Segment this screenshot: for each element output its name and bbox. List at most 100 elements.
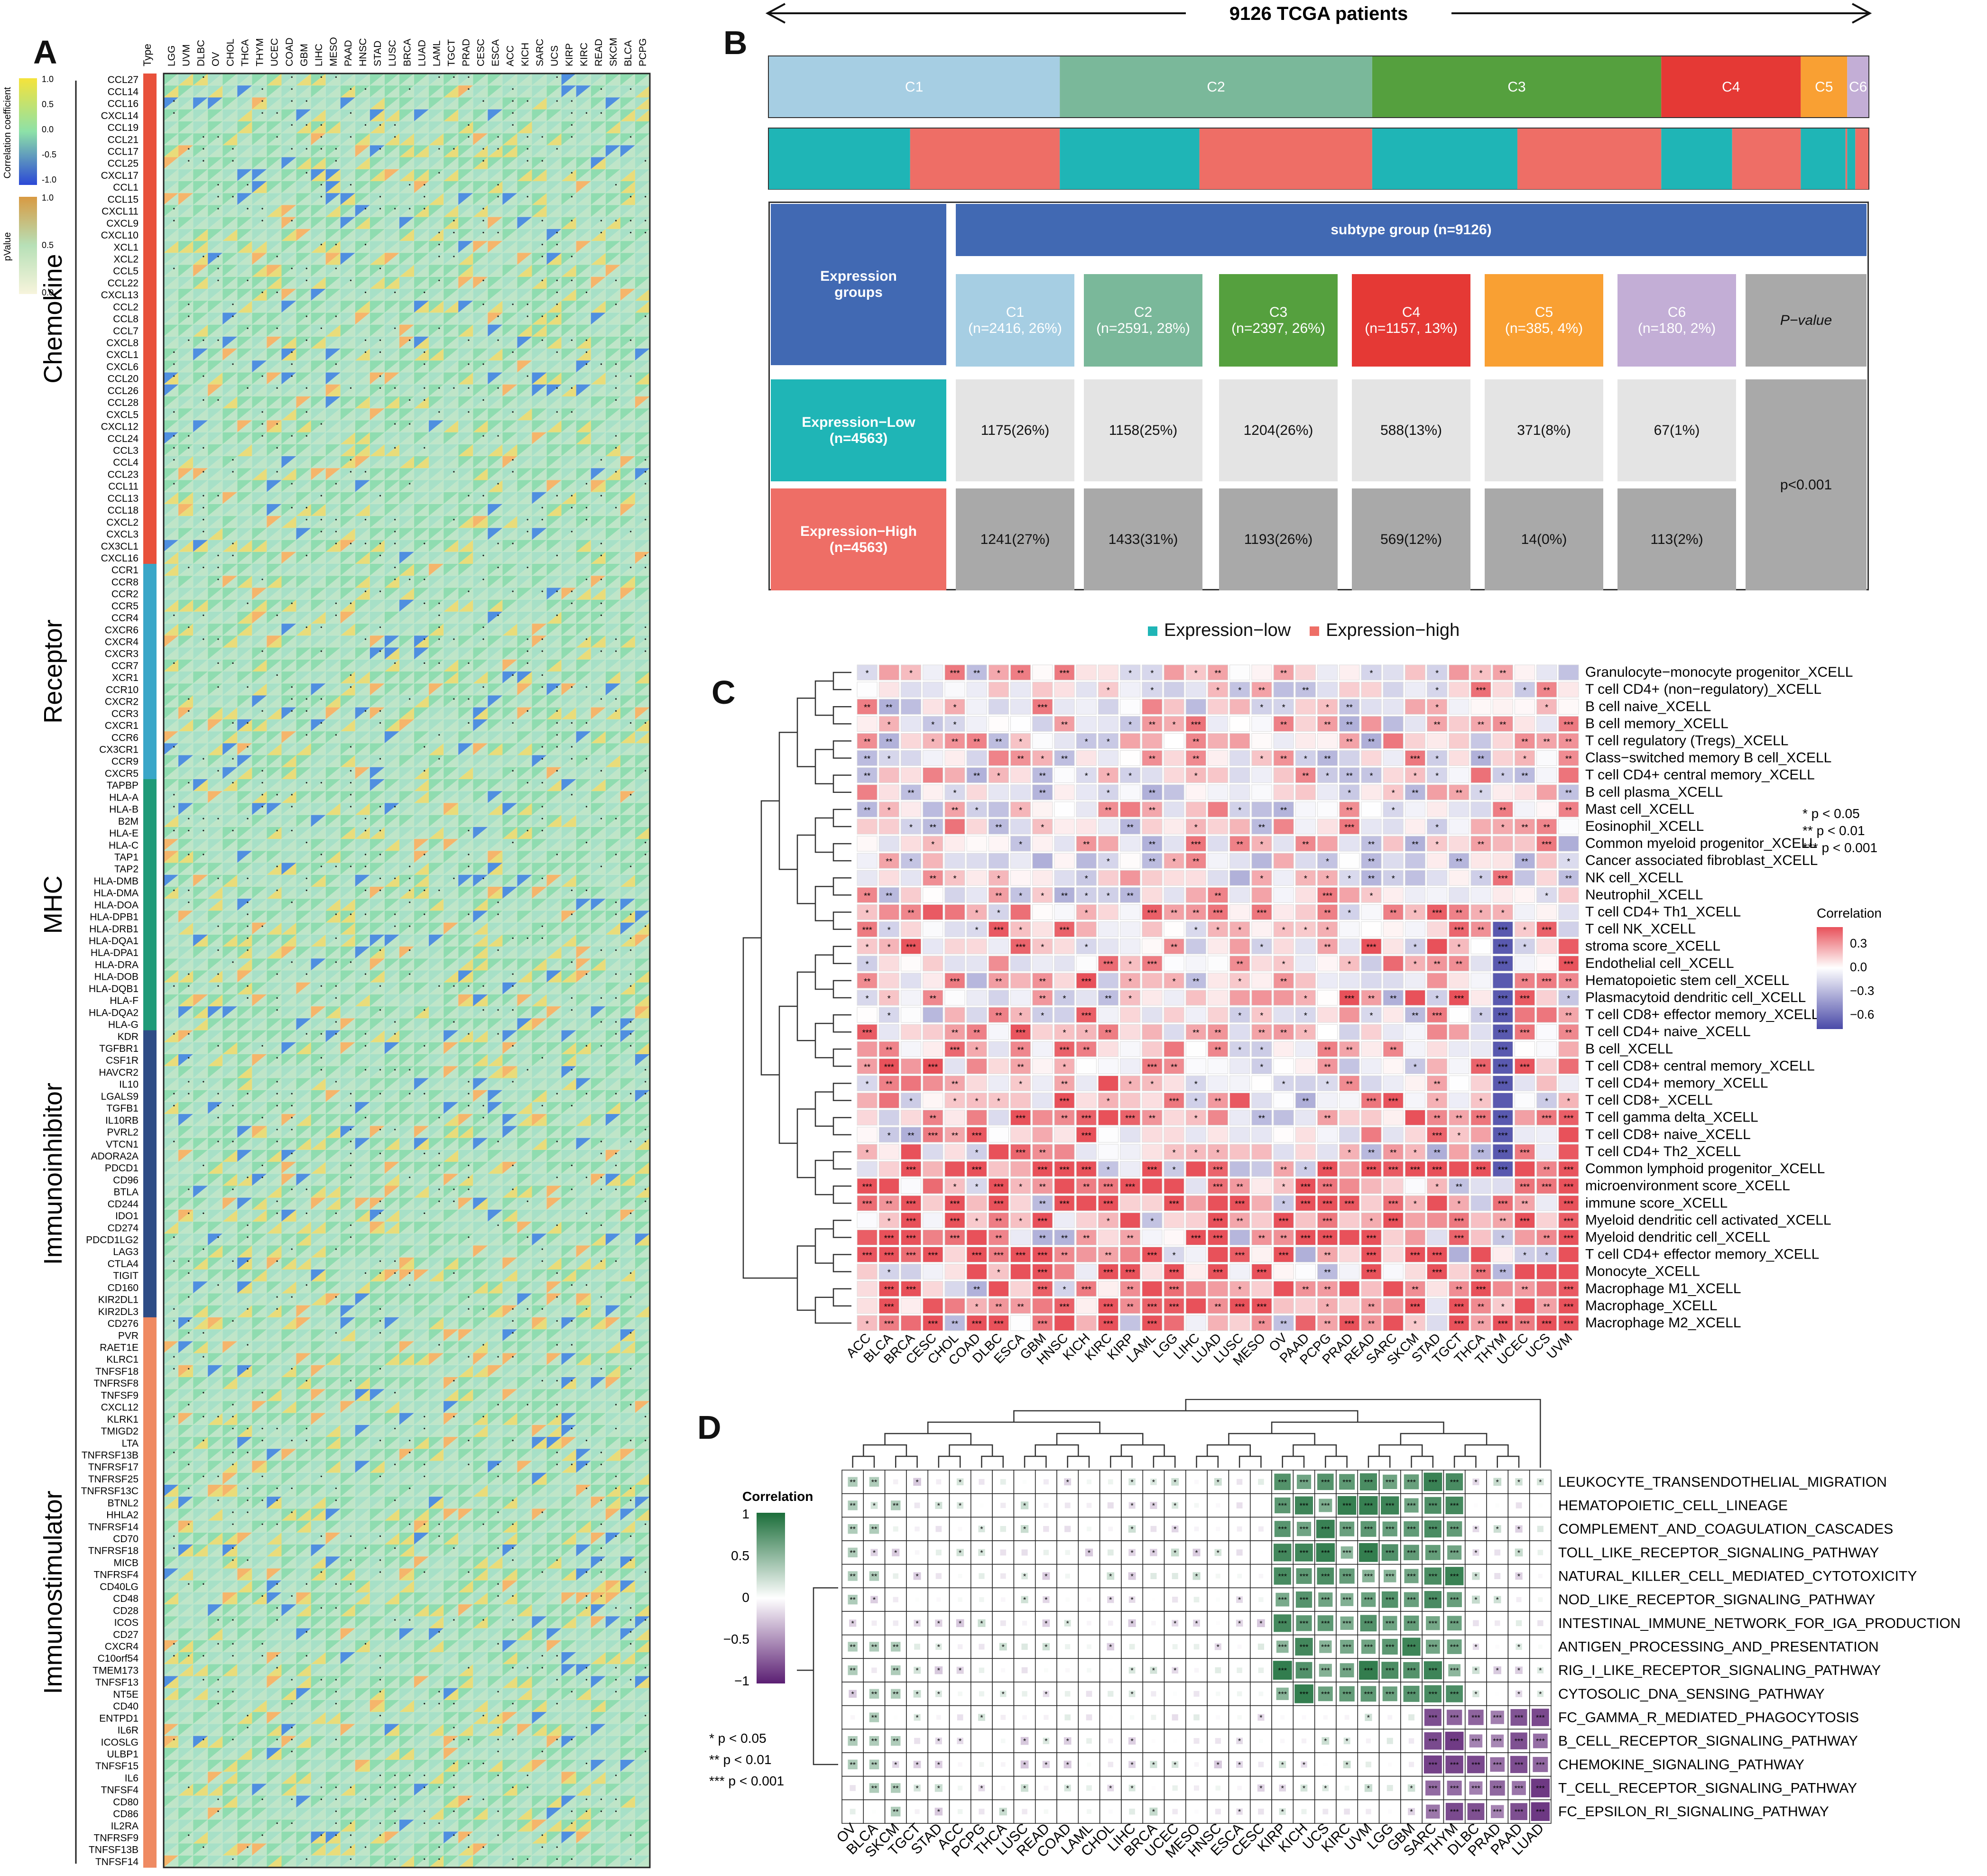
- heatmap-a-cell: [193, 384, 208, 396]
- heatmap-a-cell: [237, 349, 252, 361]
- heatmap-a-cell: [532, 181, 547, 193]
- heatmap-a-cell: [620, 313, 635, 325]
- heatmap-a-cell: [252, 647, 267, 660]
- heatmap-a-cell: [488, 528, 503, 540]
- heatmap-a-cell: [546, 528, 562, 540]
- heatmap-a-cell: [591, 588, 606, 600]
- heatmap-a-cell: [311, 695, 326, 708]
- heatmap-a-cell: [591, 659, 606, 671]
- heatmap-a-cell: [620, 588, 635, 600]
- heatmap-a-cell: [444, 157, 459, 169]
- heatmap-a-cell: [370, 121, 385, 134]
- significance-dot: [247, 818, 249, 819]
- heatmap-a-cell: [370, 229, 385, 241]
- heatmap-a-cell: [325, 444, 341, 457]
- heatmap-a-cell: [591, 133, 606, 146]
- heatmap-a-cell: [267, 420, 282, 432]
- heatmap-a-cell: [458, 97, 473, 110]
- heatmap-a-cell: [267, 372, 282, 385]
- heatmap-a-cell: [546, 145, 562, 157]
- heatmap-a-cell: [281, 157, 296, 169]
- heatmap-a-cell: [635, 396, 650, 409]
- heatmap-a-cell: [370, 480, 385, 492]
- significance-dot: [409, 184, 411, 186]
- heatmap-a-cell: [325, 133, 341, 146]
- heatmap-a-cell: [444, 599, 459, 612]
- heatmap-a-cell: [458, 444, 473, 457]
- heatmap-a-cell: [384, 336, 399, 349]
- heatmap-a-cell: [325, 468, 341, 480]
- significance-dot: [320, 196, 322, 198]
- significance-dot: [527, 638, 528, 640]
- heatmap-a-cell: [208, 492, 223, 504]
- heatmap-a-cell: [370, 181, 385, 193]
- significance-dot: [364, 865, 367, 867]
- heatmap-a-cell: [458, 480, 473, 492]
- heatmap-a-cell: [502, 133, 518, 146]
- heatmap-a-cell: [370, 444, 385, 457]
- heatmap-a-cell: [458, 647, 473, 660]
- heatmap-a-cell: [311, 683, 326, 696]
- heatmap-a-cell: [635, 229, 650, 241]
- heatmap-a-cell: [429, 360, 444, 373]
- heatmap-a-cell: [444, 205, 459, 217]
- significance-dot: [630, 88, 632, 90]
- heatmap-a-cell: [237, 671, 252, 684]
- heatmap-a-cell: [502, 671, 518, 684]
- heatmap-a-cell: [414, 444, 429, 457]
- heatmap-a-cell: [370, 133, 385, 146]
- heatmap-a-cell: [429, 659, 444, 671]
- heatmap-a-cell: [325, 157, 341, 169]
- heatmap-a-cell: [473, 193, 488, 205]
- heatmap-a-cell: [370, 552, 385, 564]
- heatmap-a-cell: [532, 420, 547, 432]
- heatmap-a-cell: [178, 157, 194, 169]
- significance-dot: [424, 746, 425, 748]
- significance-dot: [203, 399, 204, 401]
- heatmap-a-cell: [605, 444, 620, 457]
- heatmap-a-cell: [488, 540, 503, 552]
- heatmap-a-cell: [546, 480, 562, 492]
- heatmap-a-cell: [620, 324, 635, 337]
- heatmap-a-cell: [267, 384, 282, 396]
- heatmap-a-cell: [502, 516, 518, 528]
- heatmap-a-cell: [576, 229, 591, 241]
- heatmap-a-cell: [473, 576, 488, 588]
- heatmap-a-cell: [384, 528, 399, 540]
- heatmap-a-cell: [281, 492, 296, 504]
- heatmap-a-cell: [325, 288, 341, 301]
- heatmap-a-cell: [208, 349, 223, 361]
- heatmap-a-cell: [458, 611, 473, 624]
- heatmap-a-cell: [325, 480, 341, 492]
- significance-dot: [320, 650, 322, 652]
- heatmap-a-cell: [444, 324, 459, 337]
- heatmap-a-cell: [355, 360, 370, 373]
- heatmap-a-cell: [399, 456, 415, 469]
- heatmap-a-cell: [237, 265, 252, 277]
- heatmap-a-cell: [458, 181, 473, 193]
- heatmap-a-cell: [311, 313, 326, 325]
- heatmap-a-cell: [620, 229, 635, 241]
- heatmap-a-cell: [296, 635, 311, 648]
- heatmap-a-cell: [267, 97, 282, 110]
- heatmap-a-cell: [296, 408, 311, 421]
- heatmap-a-cell: [281, 564, 296, 576]
- heatmap-a-cell: [281, 432, 296, 444]
- heatmap-a-cell: [576, 516, 591, 528]
- heatmap-a-cell: [561, 492, 576, 504]
- heatmap-a-cell: [605, 420, 620, 432]
- significance-dot: [497, 614, 499, 616]
- heatmap-a-cell: [370, 588, 385, 600]
- heatmap-a-cell: [502, 576, 518, 588]
- heatmap-a-cell: [296, 504, 311, 516]
- heatmap-a-cell: [222, 695, 238, 708]
- heatmap-a-cell: [164, 408, 179, 421]
- significance-dot: [305, 172, 307, 174]
- heatmap-a-cell: [208, 432, 223, 444]
- heatmap-a-cell: [370, 301, 385, 313]
- heatmap-a-cell: [444, 349, 459, 361]
- heatmap-a-cell: [458, 85, 473, 98]
- heatmap-a-cell: [414, 588, 429, 600]
- heatmap-a-cell: [296, 552, 311, 564]
- heatmap-a-cell: [164, 133, 179, 146]
